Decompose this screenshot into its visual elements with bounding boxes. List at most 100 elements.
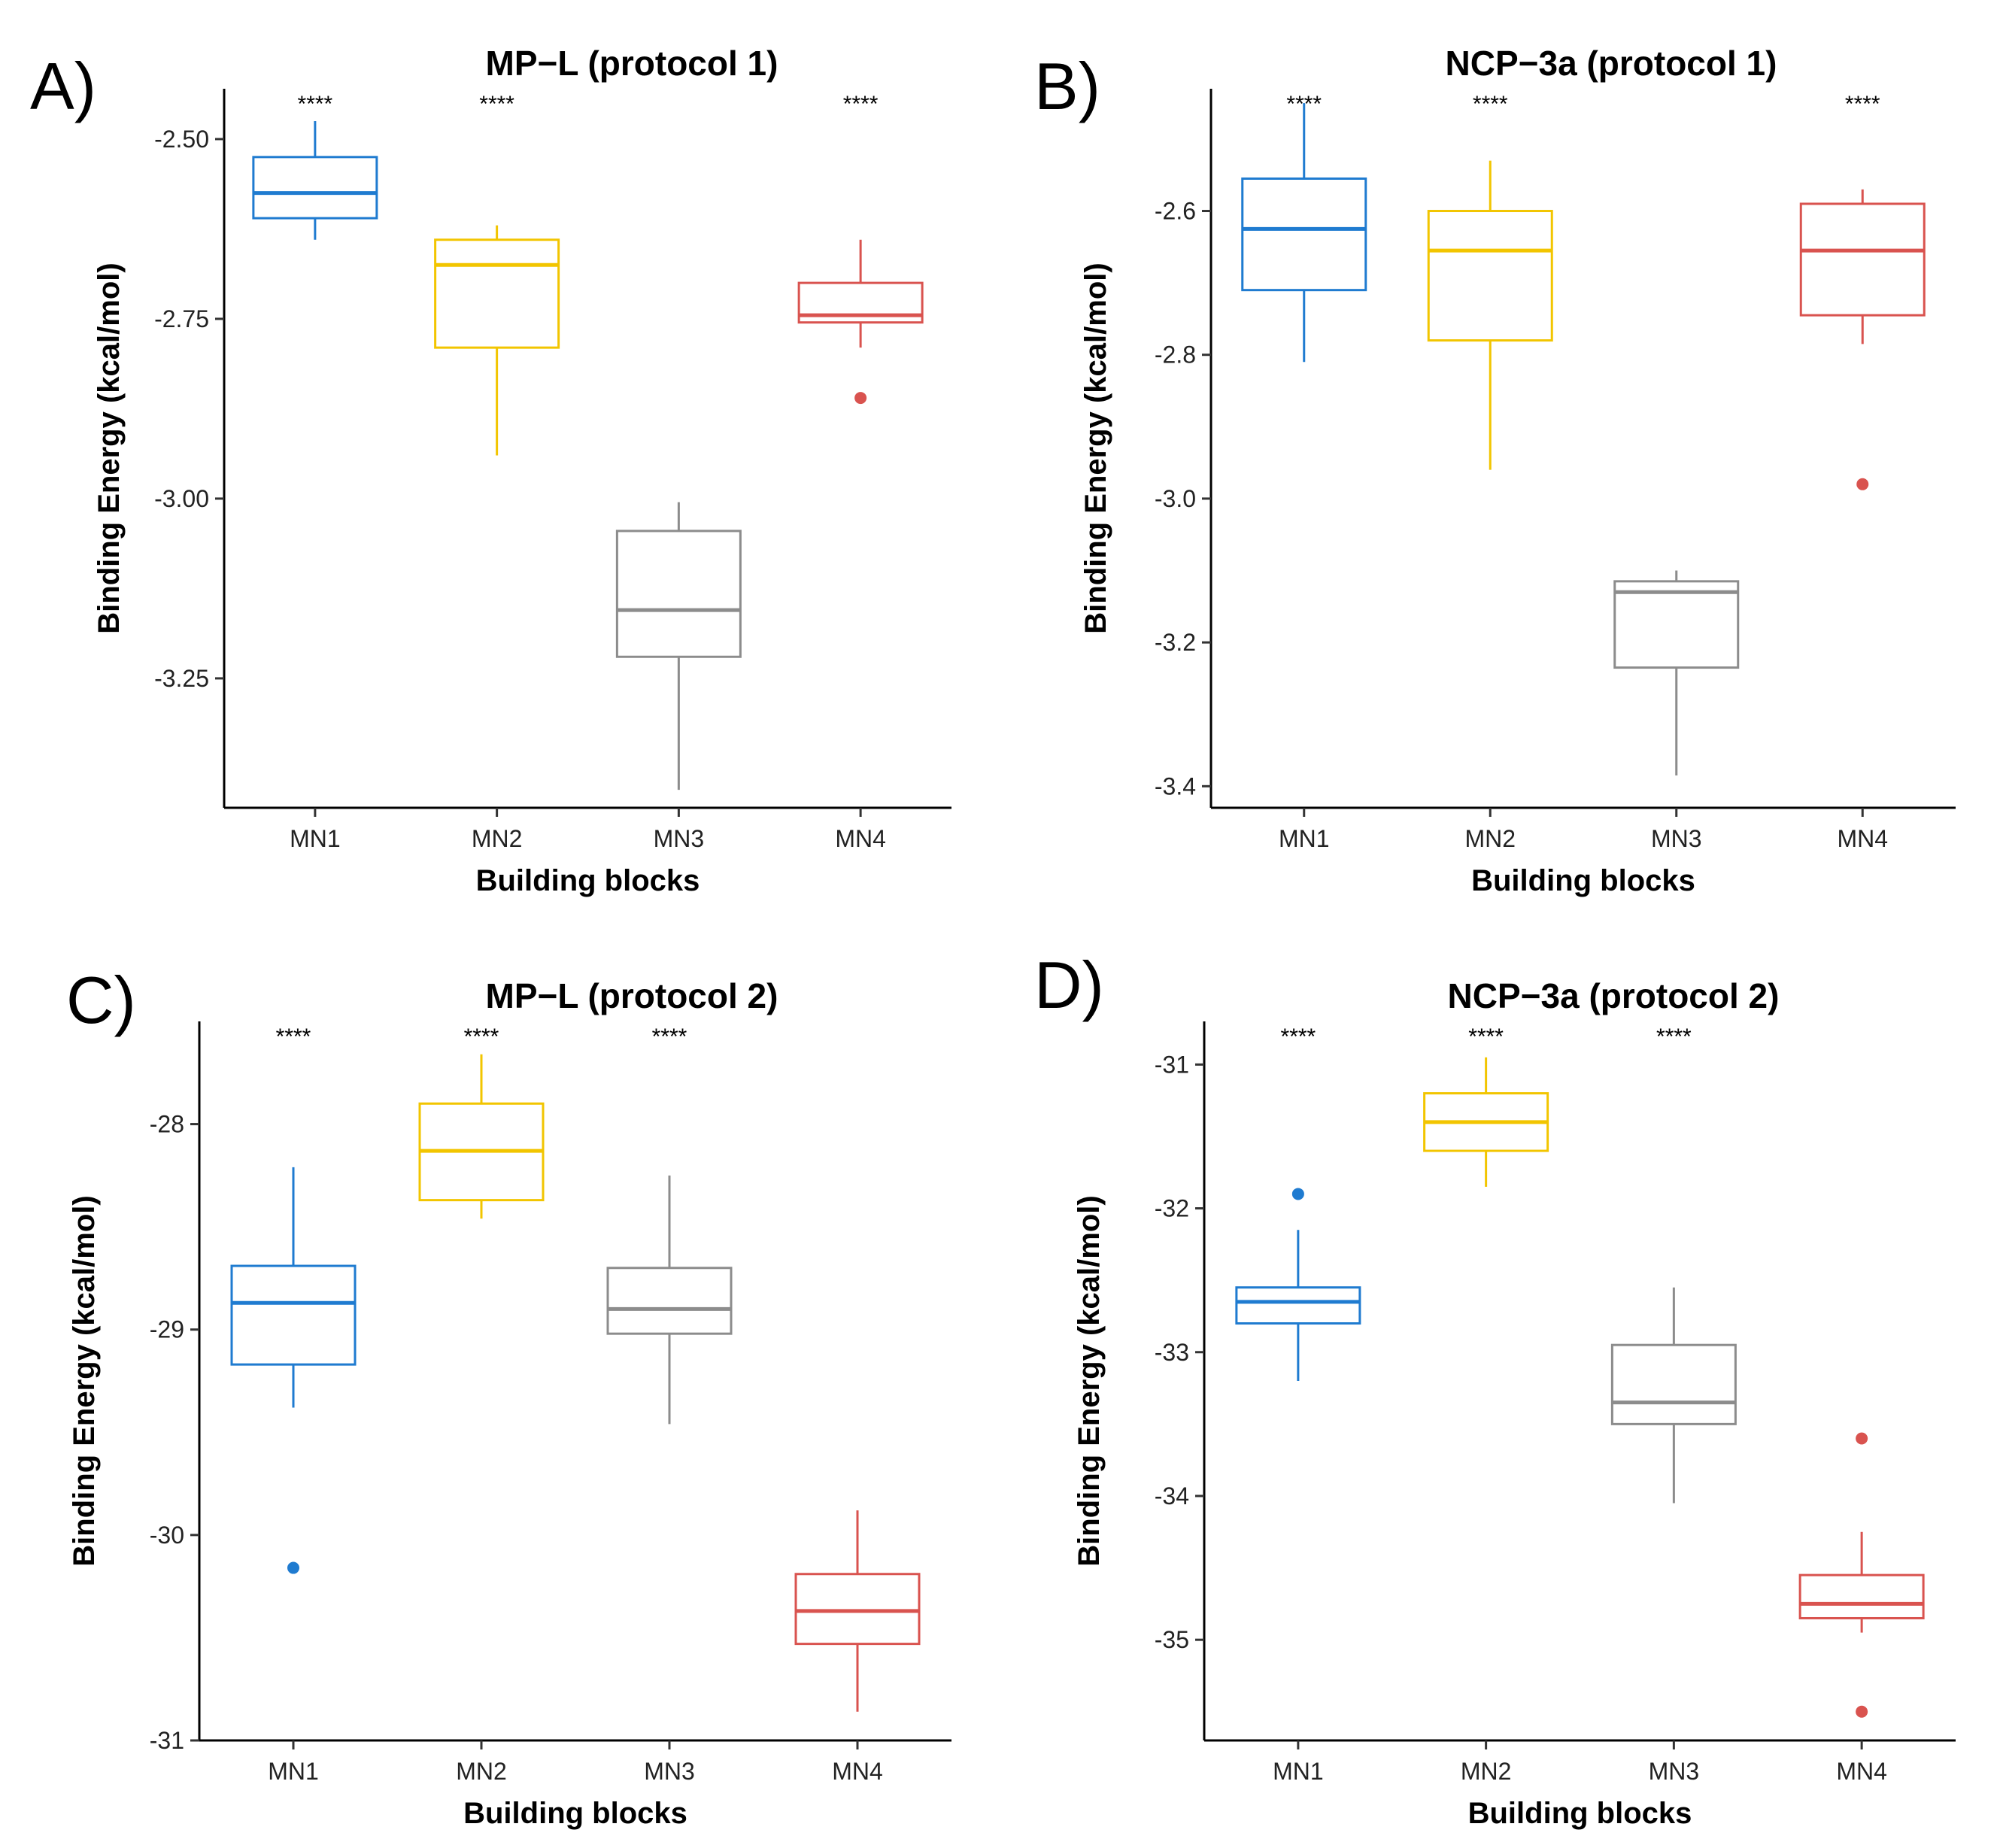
significance-label-c-0: **** [276, 1024, 311, 1049]
box-a-mn2 [434, 225, 560, 456]
box-c-mn1 [230, 1167, 357, 1574]
chart-a-svg: A) MP−L (protocol 1) -2.50 -2.75 -3.00 -3.25 M… [30, 44, 951, 897]
significance-label-d-2: **** [1656, 1024, 1692, 1049]
box-rect-c-3 [794, 1573, 921, 1646]
y-tick-label-b-2: -3.0 [1155, 485, 1196, 512]
box-c-mn4 [794, 1510, 921, 1712]
box-d-mn4 [1798, 1432, 1925, 1718]
chart-b-svg: B) NCP−3a (protocol 1) -2.6 -2.8 -3.0 -3.2 -3.… [1034, 44, 1956, 897]
x-tick-label-c-2: MN3 [644, 1758, 695, 1785]
significance-label-b-1: **** [1473, 92, 1508, 117]
x-axis-label-b: Building blocks [1471, 864, 1695, 897]
box-rect-a-0 [252, 156, 378, 220]
box-rect-b-3 [1799, 202, 1926, 317]
x-tick-label-c-0: MN1 [268, 1758, 319, 1785]
box-rect-b-2 [1613, 580, 1740, 669]
panel-c: C) MP−L (protocol 2) -28 -29 -30 -31 MN1 MN2 MN3… [0, 933, 1000, 1848]
panel-b: B) NCP−3a (protocol 1) -2.6 -2.8 -3.0 -3.2 -3.… [1012, 0, 2000, 925]
box-rect-a-2 [615, 530, 742, 658]
y-tick-label-a-1: -2.75 [154, 305, 209, 332]
box-rect-c-0 [230, 1264, 357, 1366]
panel-a: A) MP−L (protocol 1) -2.50 -2.75 -3.00 -3.25 M… [0, 0, 1000, 925]
box-b-mn4 [1799, 189, 1926, 490]
y-axis-label-a: Binding Energy (kcal/mol) [93, 262, 126, 633]
x-tick-label-a-0: MN1 [290, 825, 341, 852]
y-tick-label-b-1: -2.8 [1155, 341, 1196, 369]
x-tick-label-d-3: MN4 [1836, 1758, 1887, 1785]
chart-d-svg: D) NCP−3a (protocol 2) -31 -32 -33 -34 -35 MN1 M… [1034, 948, 1956, 1830]
box-a-mn1 [252, 121, 378, 240]
chart-title-b: NCP−3a (protocol 1) [1446, 44, 1777, 83]
box-c-mn3 [606, 1175, 733, 1425]
x-tick-label-c-3: MN4 [832, 1758, 883, 1785]
y-axis-label-b: Binding Energy (kcal/mol) [1079, 262, 1112, 633]
y-tick-label-d-4: -35 [1155, 1626, 1189, 1653]
y-tick-label-a-2: -3.00 [154, 485, 209, 512]
x-tick-label-a-2: MN3 [654, 825, 705, 852]
x-tick-label-b-2: MN3 [1651, 825, 1702, 852]
significance-label-a-0: **** [298, 92, 333, 117]
box-rect-b-0 [1241, 178, 1367, 292]
panel-letter-b: B) [1034, 49, 1100, 123]
significance-label-c-2: **** [652, 1024, 687, 1049]
significance-label-b-0: **** [1286, 92, 1322, 117]
panel-letter-c: C) [66, 963, 136, 1037]
significance-label-b-3: **** [1845, 92, 1880, 117]
significance-label-c-1: **** [464, 1024, 499, 1049]
x-tick-label-d-0: MN1 [1273, 1758, 1324, 1785]
outlier-point-d-3-1 [1856, 1705, 1868, 1718]
y-axis-label-c: Binding Energy (kcal/mol) [68, 1195, 101, 1566]
y-tick-label-b-3: -3.2 [1155, 629, 1196, 656]
y-tick-label-b-4: -3.4 [1155, 772, 1196, 800]
x-tick-label-a-1: MN2 [472, 825, 523, 852]
outlier-point-c-0-0 [287, 1561, 299, 1574]
y-tick-label-b-0: -2.6 [1155, 198, 1196, 225]
chart-c-svg: C) MP−L (protocol 2) -28 -29 -30 -31 MN1 MN2 MN3… [66, 963, 951, 1830]
x-tick-label-c-1: MN2 [456, 1758, 507, 1785]
y-tick-label-d-3: -34 [1155, 1482, 1189, 1510]
outlier-point-d-0-0 [1291, 1188, 1304, 1200]
x-tick-label-b-3: MN4 [1837, 825, 1888, 852]
x-tick-label-b-0: MN1 [1279, 825, 1330, 852]
box-a-mn4 [797, 239, 924, 405]
chart-title-d: NCP−3a (protocol 2) [1448, 976, 1780, 1015]
x-axis-label-c: Building blocks [463, 1797, 687, 1830]
chart-title-c: MP−L (protocol 2) [486, 976, 778, 1015]
y-tick-label-a-3: -3.25 [154, 665, 209, 692]
significance-label-a-1: **** [479, 92, 514, 117]
x-axis-label-d: Building blocks [1468, 1797, 1692, 1830]
y-axis-label-d: Binding Energy (kcal/mol) [1073, 1195, 1106, 1566]
box-b-mn1 [1241, 103, 1367, 363]
y-tick-label-c-2: -30 [150, 1522, 184, 1549]
box-rect-b-1 [1427, 210, 1553, 342]
panel-letter-d: D) [1034, 948, 1104, 1022]
x-axis-label-a: Building blocks [476, 864, 700, 897]
outlier-point-b-3-0 [1856, 478, 1869, 490]
box-rect-d-3 [1798, 1573, 1925, 1619]
box-c-mn2 [418, 1054, 545, 1219]
box-d-mn3 [1610, 1287, 1737, 1504]
significance-label-a-3: **** [843, 92, 879, 117]
y-tick-label-c-1: -29 [150, 1316, 184, 1343]
panel-d: D) NCP−3a (protocol 2) -31 -32 -33 -34 -35 MN1 M… [1012, 933, 2000, 1848]
box-a-mn3 [615, 502, 742, 790]
box-rect-a-1 [434, 238, 560, 349]
box-d-mn1 [1235, 1188, 1361, 1381]
x-tick-label-d-1: MN2 [1461, 1758, 1512, 1785]
significance-label-d-1: **** [1468, 1024, 1504, 1049]
significance-label-d-0: **** [1281, 1024, 1316, 1049]
x-tick-label-d-2: MN3 [1649, 1758, 1700, 1785]
y-tick-label-c-3: -31 [150, 1727, 184, 1754]
y-tick-label-c-0: -28 [150, 1111, 184, 1138]
y-tick-label-d-1: -32 [1155, 1195, 1189, 1222]
box-rect-d-2 [1610, 1343, 1737, 1425]
panel-letter-a: A) [30, 49, 96, 123]
y-tick-label-d-2: -33 [1155, 1339, 1189, 1366]
outlier-point-d-3-0 [1856, 1432, 1868, 1445]
outlier-point-a-3-0 [854, 392, 867, 405]
box-d-mn2 [1423, 1057, 1549, 1187]
box-b-mn3 [1613, 570, 1740, 775]
y-tick-label-d-0: -31 [1155, 1051, 1189, 1078]
box-rect-c-2 [606, 1267, 733, 1335]
